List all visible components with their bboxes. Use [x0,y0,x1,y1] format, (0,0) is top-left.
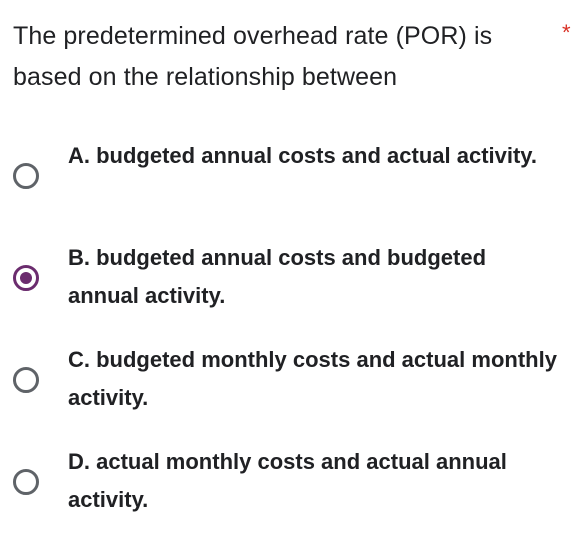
radio-unchecked-icon[interactable] [13,367,39,393]
option-d[interactable]: D. actual monthly costs and actual annua… [0,443,578,523]
radio-unchecked-icon[interactable] [13,469,39,495]
option-label[interactable]: D. actual monthly costs and actual annua… [68,449,507,512]
required-asterisk: * [562,20,571,45]
option-c[interactable]: C. budgeted monthly costs and actual mon… [0,341,578,421]
option-label[interactable]: C. budgeted monthly costs and actual mon… [68,347,557,410]
radio-checked-icon[interactable] [13,265,39,291]
option-a[interactable]: A. budgeted annual costs and actual acti… [0,137,578,217]
option-label[interactable]: B. budgeted annual costs and budgeted an… [68,245,487,308]
question-text: The predetermined overhead rate (POR) is… [13,22,493,91]
radio-selected-dot [20,272,32,284]
option-b[interactable]: B. budgeted annual costs and budgeted an… [0,239,578,319]
option-label[interactable]: A. budgeted annual costs and actual acti… [68,143,538,168]
radio-unchecked-icon[interactable] [13,163,39,189]
